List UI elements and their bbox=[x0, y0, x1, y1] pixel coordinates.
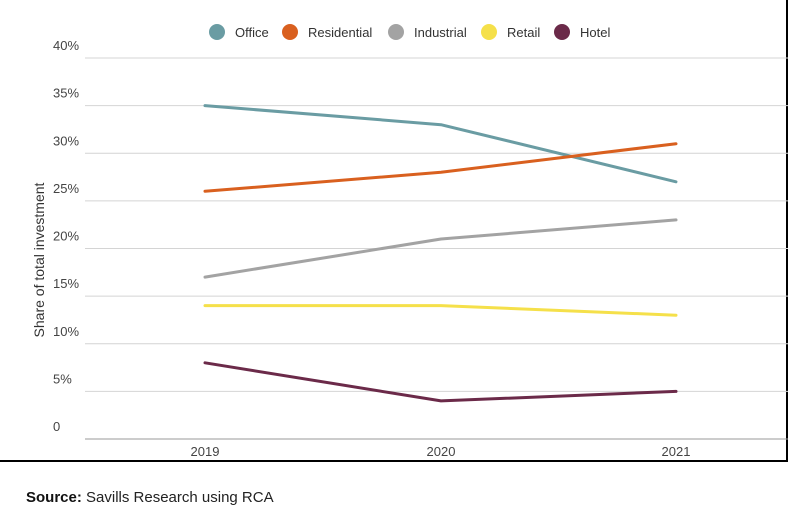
series-line-industrial bbox=[203, 218, 678, 279]
legend-label-industrial: Industrial bbox=[414, 25, 467, 40]
legend-marker-residential bbox=[282, 24, 298, 40]
legend: Office Residential Industrial Retail Hotel bbox=[209, 24, 610, 40]
legend-marker-industrial bbox=[388, 24, 404, 40]
legend-label-office: Office bbox=[235, 25, 269, 40]
y-tick-label: 0 bbox=[53, 419, 60, 434]
y-tick-label: 25% bbox=[53, 181, 79, 196]
legend-label-hotel: Hotel bbox=[580, 25, 610, 40]
x-tick-label: 2019 bbox=[191, 444, 220, 459]
legend-label-retail: Retail bbox=[507, 25, 540, 40]
legend-marker-office bbox=[209, 24, 225, 40]
y-axis-label: Share of total investment bbox=[31, 182, 47, 337]
legend-marker-hotel bbox=[554, 24, 570, 40]
chart-frame bbox=[0, 0, 788, 462]
series-line-residential bbox=[203, 142, 678, 193]
gridlines bbox=[85, 57, 788, 440]
source-label: Source: bbox=[26, 489, 82, 506]
legend-label-residential: Residential bbox=[308, 25, 372, 40]
y-tick-label: 20% bbox=[53, 229, 79, 244]
x-tick-label: 2021 bbox=[662, 444, 691, 459]
series-line-retail bbox=[203, 304, 678, 317]
y-tick-label: 10% bbox=[53, 324, 79, 339]
y-tick-label: 40% bbox=[53, 38, 79, 53]
series-line-office bbox=[203, 104, 678, 184]
y-tick-label: 30% bbox=[53, 133, 79, 148]
source-text: Savills Research using RCA bbox=[86, 489, 274, 506]
source-note: Source: Savills Research using RCA bbox=[26, 489, 274, 506]
y-tick-labels: 0 5% 10% 15% 20% 25% 30% 35% 40% bbox=[53, 38, 79, 434]
x-tick-labels: 2019 2020 2021 bbox=[191, 444, 691, 459]
y-tick-label: 35% bbox=[53, 86, 79, 101]
y-tick-label: 5% bbox=[53, 371, 72, 386]
series-line-hotel bbox=[203, 361, 678, 403]
series-lines bbox=[203, 104, 678, 403]
legend-marker-retail bbox=[481, 24, 497, 40]
x-tick-label: 2020 bbox=[427, 444, 456, 459]
y-tick-label: 15% bbox=[53, 276, 79, 291]
